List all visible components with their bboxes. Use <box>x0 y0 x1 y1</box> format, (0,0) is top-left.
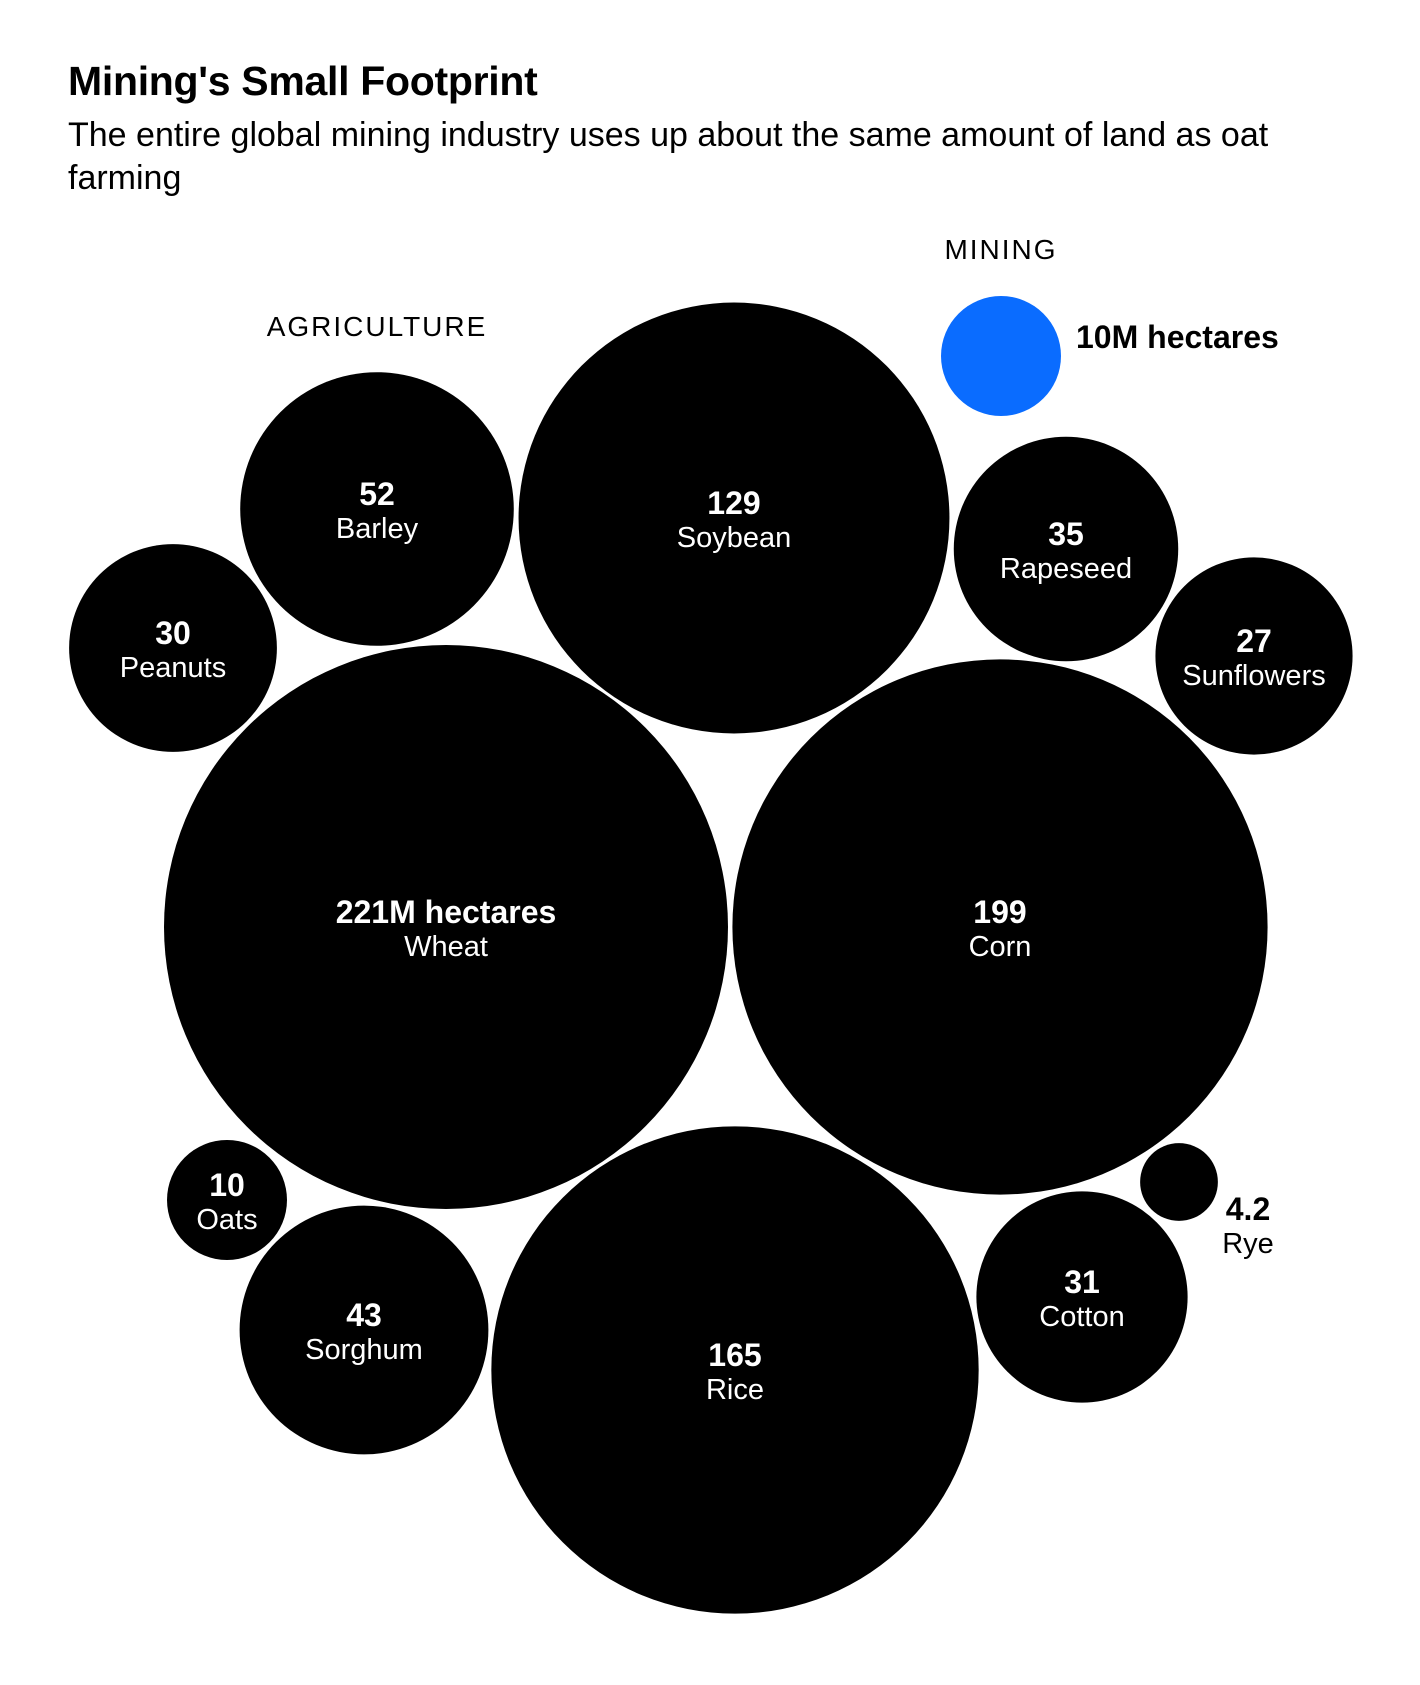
bubble-circle-soybean <box>518 302 950 734</box>
bubble-circle-peanuts <box>69 544 277 752</box>
bubble-value-barley: 52 <box>359 476 395 512</box>
bubble-name-sorghum: Sorghum <box>305 1334 423 1366</box>
bubble-name-soybean: Soybean <box>677 522 792 554</box>
bubble-name-rice: Rice <box>706 1374 764 1406</box>
bubble-circle-cotton <box>976 1191 1188 1403</box>
group-label-mining: MINING <box>944 234 1057 265</box>
bubble-value-oats: 10 <box>209 1167 245 1203</box>
chart-subtitle: The entire global mining industry uses u… <box>68 116 1269 197</box>
bubble-circle-oats <box>167 1140 287 1260</box>
bubble-circle-mining <box>941 296 1061 416</box>
bubble-circle-wheat <box>164 645 728 1209</box>
bubble-circle-rapeseed <box>953 436 1179 662</box>
bubble-value-corn: 199 <box>973 894 1026 930</box>
bubble-value-soybean: 129 <box>707 485 760 521</box>
bubble-circle-corn <box>732 659 1268 1195</box>
bubble-value-rapeseed: 35 <box>1048 516 1084 552</box>
group-label-agriculture: AGRICULTURE <box>267 311 488 342</box>
bubble-mining: 10M hectares <box>941 296 1279 416</box>
bubble-value-wheat: 221M hectares <box>336 894 557 930</box>
bubble-name-oats: Oats <box>196 1204 257 1236</box>
bubble-value-mining: 10M hectares <box>1076 319 1279 355</box>
bubble-circle-barley <box>240 372 514 646</box>
bubble-value-sunflowers: 27 <box>1236 623 1272 659</box>
bubble-circle-rye <box>1140 1143 1218 1221</box>
bubble-name-peanuts: Peanuts <box>120 652 226 684</box>
bubble-value-sorghum: 43 <box>346 1297 382 1333</box>
bubble-circle-rice <box>491 1126 979 1614</box>
bubble-value-rice: 165 <box>708 1337 761 1373</box>
group-labels: AGRICULTURE MINING <box>267 234 1057 342</box>
bubble-circle-sorghum <box>239 1205 489 1455</box>
bubble-value-peanuts: 30 <box>155 615 191 651</box>
bubble-value-rye: 4.2 <box>1226 1191 1270 1227</box>
bubble-name-barley: Barley <box>336 513 419 545</box>
bubbles: 221M hectaresWheat199Corn165Rice129Soybe… <box>69 296 1353 1614</box>
bubble-name-rye: Rye <box>1222 1228 1274 1260</box>
bubble-name-corn: Corn <box>969 931 1032 963</box>
bubble-name-wheat: Wheat <box>404 931 488 963</box>
bubble-name-sunflowers: Sunflowers <box>1182 660 1325 692</box>
bubble-name-rapeseed: Rapeseed <box>1000 553 1132 585</box>
bubble-circle-sunflowers <box>1155 557 1353 755</box>
chart-title: Mining's Small Footprint <box>68 58 538 104</box>
bubble-value-cotton: 31 <box>1064 1264 1100 1300</box>
bubble-name-cotton: Cotton <box>1039 1301 1124 1333</box>
